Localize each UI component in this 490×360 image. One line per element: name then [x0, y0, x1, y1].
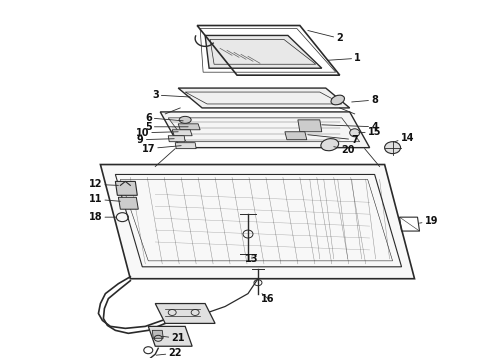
Polygon shape	[155, 303, 215, 323]
Ellipse shape	[179, 116, 191, 123]
Text: 7: 7	[308, 135, 358, 145]
Polygon shape	[285, 132, 307, 140]
Text: 22: 22	[156, 348, 182, 358]
Polygon shape	[148, 327, 192, 346]
Text: 20: 20	[334, 145, 354, 155]
Text: 17: 17	[142, 144, 181, 154]
Text: 6: 6	[145, 113, 183, 123]
Text: 13: 13	[245, 254, 259, 264]
Text: 14: 14	[394, 133, 414, 143]
Polygon shape	[119, 197, 138, 209]
Polygon shape	[152, 330, 163, 338]
Text: 9: 9	[137, 135, 174, 145]
Polygon shape	[168, 136, 185, 142]
Polygon shape	[100, 165, 415, 279]
Polygon shape	[160, 112, 369, 148]
Polygon shape	[205, 35, 322, 68]
Text: 16: 16	[261, 293, 275, 303]
Text: 19: 19	[419, 216, 438, 226]
Text: 15: 15	[359, 127, 381, 137]
Polygon shape	[178, 88, 350, 108]
Ellipse shape	[321, 139, 339, 151]
Text: 1: 1	[328, 53, 361, 63]
Text: 5: 5	[145, 122, 188, 132]
Polygon shape	[175, 143, 196, 149]
Polygon shape	[115, 181, 137, 195]
Text: 2: 2	[308, 31, 343, 44]
Text: 8: 8	[352, 95, 378, 105]
Text: 11: 11	[89, 194, 121, 204]
Polygon shape	[298, 120, 322, 132]
Polygon shape	[178, 124, 200, 130]
Text: 4: 4	[322, 122, 378, 132]
Text: 18: 18	[89, 212, 116, 222]
Ellipse shape	[331, 95, 344, 105]
Polygon shape	[172, 130, 192, 136]
Ellipse shape	[350, 129, 360, 137]
Text: 3: 3	[152, 90, 190, 100]
Text: 10: 10	[136, 128, 178, 138]
Text: 21: 21	[162, 333, 185, 343]
Text: 12: 12	[89, 179, 119, 189]
Ellipse shape	[385, 142, 400, 154]
